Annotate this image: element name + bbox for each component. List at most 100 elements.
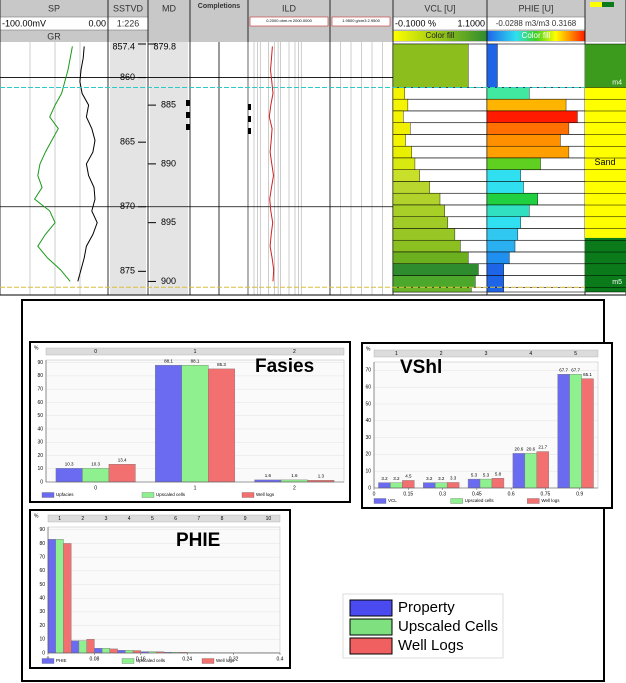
zone-key xyxy=(602,2,614,7)
phie-block xyxy=(486,122,570,135)
data-label: 10.3 xyxy=(65,462,74,467)
bar xyxy=(132,650,141,654)
track-title: ILD xyxy=(282,3,297,13)
bar xyxy=(55,468,83,483)
completion-marker xyxy=(248,128,251,134)
depth-label: 857.4 xyxy=(112,41,135,51)
y-axis-label: % xyxy=(34,345,39,351)
tab-label: 3 xyxy=(485,351,488,357)
chart-title: Fasies xyxy=(255,356,314,377)
bar xyxy=(155,364,182,483)
phie-block xyxy=(486,43,498,88)
sp-curve xyxy=(77,46,98,282)
data-label: 21.7 xyxy=(538,445,547,450)
tab-label: 4 xyxy=(128,516,131,522)
data-label: 67.7 xyxy=(571,367,580,372)
bar xyxy=(512,453,526,489)
vcl-block xyxy=(392,228,456,241)
y-tick-label: 70 xyxy=(39,554,45,560)
y-tick-label: 60 xyxy=(37,400,43,406)
x-tick-label: 0 xyxy=(94,485,97,491)
legend-label: Property xyxy=(398,599,455,616)
row xyxy=(392,87,488,100)
tab-label: 2 xyxy=(293,349,296,355)
bar xyxy=(208,368,235,483)
tab-label: 2 xyxy=(81,516,84,522)
x-tick-label: 0.24 xyxy=(182,656,192,662)
data-label: 3.2 xyxy=(438,476,445,481)
x-tick-label: 0.75 xyxy=(541,491,551,497)
phie-block xyxy=(486,110,578,123)
ild-curve xyxy=(268,46,275,282)
depth-track xyxy=(150,42,188,295)
data-label: 88.1 xyxy=(191,358,200,363)
x-tick-label: 0 xyxy=(373,491,376,497)
scale-label: -100.00mV xyxy=(2,18,46,28)
depth-label: 879.8 xyxy=(153,41,176,51)
legend-swatch xyxy=(41,492,55,498)
log-header: SP -100.00mV 0.00 GR SSTVD 1:226 MD Comp… xyxy=(0,0,626,42)
completion-marker xyxy=(186,124,190,130)
x-tick-label: 0.15 xyxy=(403,491,413,497)
data-label: 88.1 xyxy=(164,358,173,363)
legend-label: Upscaled cells xyxy=(465,498,495,503)
phie-block xyxy=(486,87,530,100)
scale-label: -0.0288 m3/m3 0.3168 xyxy=(496,19,577,28)
data-label: 10.3 xyxy=(91,462,100,467)
y-tick-label: 60 xyxy=(39,568,45,574)
x-tick-label: 0.4 xyxy=(277,656,284,662)
phie-block xyxy=(486,204,530,217)
bar xyxy=(390,482,403,489)
tab-label: 7 xyxy=(197,516,200,522)
bar xyxy=(435,482,448,489)
tab-label: 1 xyxy=(395,351,398,357)
scale-label: -0.1000 % xyxy=(395,18,436,28)
legend-swatch xyxy=(527,498,540,504)
y-axis-label: % xyxy=(366,346,371,352)
y-tick-label: 0 xyxy=(42,650,45,656)
x-tick-label: 1 xyxy=(194,485,197,491)
bar xyxy=(378,482,391,489)
depth-label: 870 xyxy=(120,201,135,211)
bar xyxy=(55,539,64,654)
vcl-block xyxy=(392,157,416,170)
log-body: 857.4 860 865 870 875 879.8 885 890 895 900 Sand m4… xyxy=(0,0,626,296)
y-tick-label: 80 xyxy=(37,373,43,379)
tab-label: 0 xyxy=(94,349,97,355)
chart-title: PHIE xyxy=(176,530,220,551)
data-label: 20.6 xyxy=(526,447,535,452)
y-tick-label: 20 xyxy=(365,452,371,458)
scale-box xyxy=(331,16,391,27)
x-tick-label: 0.6 xyxy=(508,491,515,497)
scale-box xyxy=(249,16,329,27)
bar xyxy=(423,482,436,489)
y-tick-label: 70 xyxy=(37,387,43,393)
depth-label: 875 xyxy=(120,266,135,276)
vcl-block xyxy=(392,240,461,253)
bar xyxy=(125,650,134,654)
depth-label: 865 xyxy=(120,137,135,147)
vcl-block xyxy=(392,134,406,147)
y-tick-label: 40 xyxy=(39,596,45,602)
data-label: 3.3 xyxy=(450,476,457,481)
bar xyxy=(101,648,111,654)
phie-block xyxy=(486,193,538,206)
legend-label: Upscaled cells xyxy=(136,658,166,663)
chart-title: VShl xyxy=(400,357,442,378)
tab-strip xyxy=(47,514,281,523)
legend-swatch xyxy=(41,658,55,664)
vcl-block xyxy=(392,263,479,276)
data-label: 1.6 xyxy=(265,473,272,478)
bar xyxy=(491,478,505,489)
tab-label: 4 xyxy=(529,351,532,357)
tab-label: 5 xyxy=(574,351,577,357)
legend-swatch xyxy=(241,492,255,498)
y-tick-label: 80 xyxy=(39,541,45,547)
x-tick-label: 0.16 xyxy=(136,656,146,662)
tab-label: 9 xyxy=(244,516,247,522)
phie-block xyxy=(486,240,516,253)
vcl-block xyxy=(392,87,405,100)
legend: Property Upscaled Cells Well Logs xyxy=(342,593,504,659)
x-tick-label: 0.3 xyxy=(439,491,446,497)
